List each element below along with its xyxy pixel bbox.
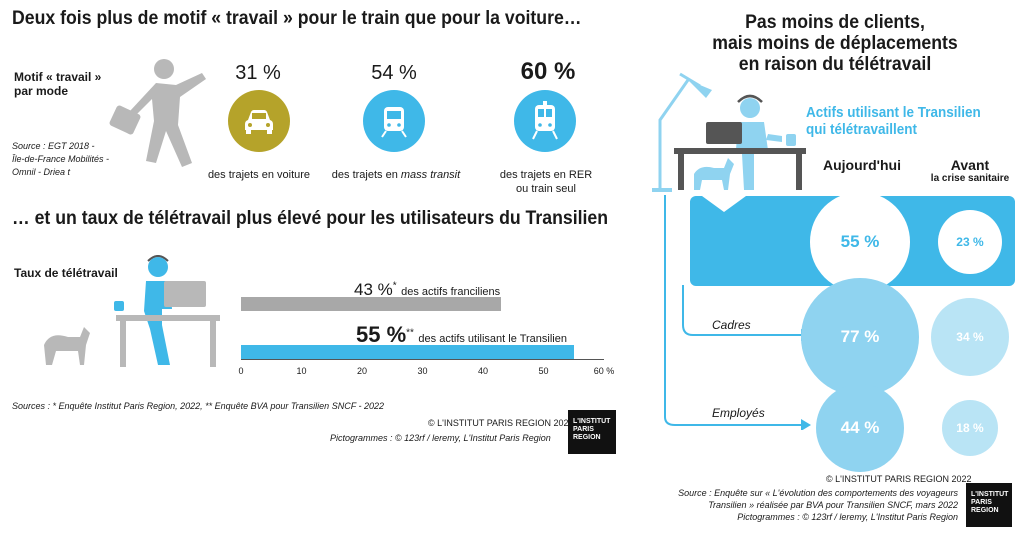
- right-title-line1: Pas moins de clients,: [745, 12, 925, 33]
- right-title-line2: mais moins de déplacements: [712, 33, 958, 54]
- source-line2: Île-de-France Mobilités -: [12, 154, 110, 164]
- bubble-total-today: 55 %: [810, 192, 910, 292]
- right-subtitle: Actifs utilisant le Transilien qui télét…: [806, 104, 981, 138]
- x-tick: 10: [296, 366, 307, 376]
- logo-right-line1: L'INSTITUT: [971, 491, 1009, 498]
- left-pictos: Pictogrammes : © 123rf / leremy, L'Insti…: [330, 433, 551, 443]
- motif-label-line1: Motif « travail »: [14, 70, 102, 84]
- mode-masstransit-circle: [363, 90, 425, 152]
- right-title-line3: en raison du télétravail: [738, 54, 932, 75]
- commuter-pictogram: [109, 59, 206, 167]
- row-label-cadres: Cadres: [712, 318, 751, 332]
- motif-label: Motif « travail » par mode: [14, 70, 101, 98]
- logo-left: L'INSTITUT PARIS REGION: [568, 410, 616, 454]
- mode-rer-caption-line2: ou train seul: [516, 183, 576, 195]
- left-title-1: Deux fois plus de motif « travail » pour…: [12, 8, 582, 29]
- bubble-employes-today: 44 %: [815, 383, 905, 473]
- mode-masstransit-caption: des trajets en mass transit: [326, 168, 466, 182]
- x-tick: 60 %: [593, 366, 615, 376]
- row-label-employes: Employés: [712, 406, 765, 420]
- left-title-2: … et un taux de télétravail plus élevé p…: [12, 208, 609, 229]
- bubble-employes-before-label: 18 %: [956, 420, 984, 435]
- bubble-cadres-today: 77 %: [801, 278, 919, 396]
- right-subtitle-line1: Actifs utilisant le Transilien: [806, 104, 981, 121]
- right-pictos: Pictogrammes : © 123rf / leremy, L'Insti…: [737, 512, 958, 522]
- col-before: Avant la crise sanitaire: [920, 157, 1020, 184]
- mode-car-circle: [228, 90, 290, 152]
- x-tick: 30: [417, 366, 428, 376]
- bar-franciliens: [241, 297, 502, 311]
- telework-bar-chart: [241, 270, 613, 380]
- mode-rer-circle: [514, 90, 576, 152]
- col-before-title: Avant: [950, 157, 990, 173]
- mode-rer-caption-line1: des trajets en RER: [499, 169, 593, 181]
- logo-left-line3: REGION: [573, 434, 601, 441]
- right-title: Pas moins de clients, mais moins de dépl…: [654, 12, 1017, 75]
- right-subtitle-line2: qui télétravaillent: [806, 121, 918, 138]
- motif-label-line2: par mode: [14, 84, 69, 98]
- col-today: Aujourd'hui: [823, 157, 901, 173]
- bubble-total-today-label: 55 %: [840, 231, 880, 251]
- x-tick: 20: [356, 366, 367, 376]
- x-axis-ticks: 0 10 20 30 40 50 60 %: [238, 366, 621, 380]
- bubble-total-before-label: 23 %: [956, 234, 984, 249]
- telework-label: Taux de télétravail: [14, 266, 118, 280]
- bar-franciliens-category: des actifs franciliens: [401, 286, 501, 298]
- bar-transilien-mark: **: [406, 327, 414, 339]
- x-axis-line: [241, 359, 604, 360]
- right-source: Source : Enquête sur « L'évolution des c…: [662, 487, 958, 523]
- col-before-sub: la crise sanitaire: [930, 173, 1010, 184]
- bubble-cadres-before: 34 %: [930, 297, 1010, 377]
- tram-icon: [381, 107, 407, 138]
- mode-car-value: 31 %: [235, 62, 281, 84]
- logo-right: L'INSTITUT PARIS REGION: [966, 483, 1012, 527]
- left-copyright: © L'INSTITUT PARIS REGION 2022: [428, 418, 574, 428]
- bar-transilien-category: des actifs utilisant le Transilien: [418, 333, 567, 345]
- logo-left-line2: PARIS: [573, 426, 594, 433]
- bubble-employes-today-label: 44 %: [840, 417, 880, 437]
- mode-masstransit-caption-text: des trajets en: [331, 169, 401, 181]
- mode-car-caption: des trajets en voiture: [207, 169, 311, 181]
- bar-transilien: [241, 345, 574, 359]
- mode-rer-value: 60 %: [520, 58, 576, 85]
- bubble-employes-before: 18 %: [941, 399, 999, 457]
- right-copyright: © L'INSTITUT PARIS REGION 2022: [826, 474, 972, 484]
- logo-right-line3: REGION: [971, 507, 999, 514]
- car-icon: [245, 110, 273, 134]
- mode-rer-caption: des trajets en RER ou train seul: [476, 168, 616, 196]
- logo-left-line1: L'INSTITUT: [573, 418, 611, 425]
- source-egt: Source : EGT 2018 - Île-de-France Mobili…: [12, 140, 109, 179]
- logo-right-line2: PARIS: [971, 499, 992, 506]
- bubble-cadres-before-label: 34 %: [956, 329, 984, 344]
- left-sources: Sources : * Enquête Institut Paris Regio…: [12, 401, 385, 411]
- right-source-line1: Source : Enquête sur « L'évolution des c…: [678, 488, 958, 498]
- bar-transilien-label: 55 %** des actifs utilisant le Transilie…: [356, 322, 567, 348]
- x-tick: 0: [238, 366, 244, 376]
- source-line3: Omnil - Driea t: [12, 167, 71, 177]
- bar-franciliens-mark: *: [392, 280, 397, 292]
- teleworker-pictogram-left: [44, 255, 220, 367]
- total-row-notch: [702, 196, 746, 212]
- bar-transilien-value: 55 %: [356, 322, 407, 347]
- bubble-cadres-today-label: 77 %: [840, 326, 880, 346]
- right-source-line2: Transilien » réalisée par BVA pour Trans…: [708, 500, 958, 510]
- mode-masstransit-caption-italic: mass transit: [400, 169, 461, 181]
- x-tick: 50: [538, 366, 549, 376]
- x-tick: 40: [477, 366, 488, 376]
- bar-franciliens-value: 43 %: [354, 280, 393, 299]
- mode-masstransit-value: 54 %: [371, 62, 417, 84]
- teleworker-pictogram-right: [652, 72, 806, 192]
- bar-franciliens-label: 43 %* des actifs franciliens: [354, 280, 500, 300]
- source-line1: Source : EGT 2018 -: [12, 141, 95, 151]
- bubble-total-before: 23 %: [937, 209, 1003, 275]
- train-icon: [532, 101, 558, 140]
